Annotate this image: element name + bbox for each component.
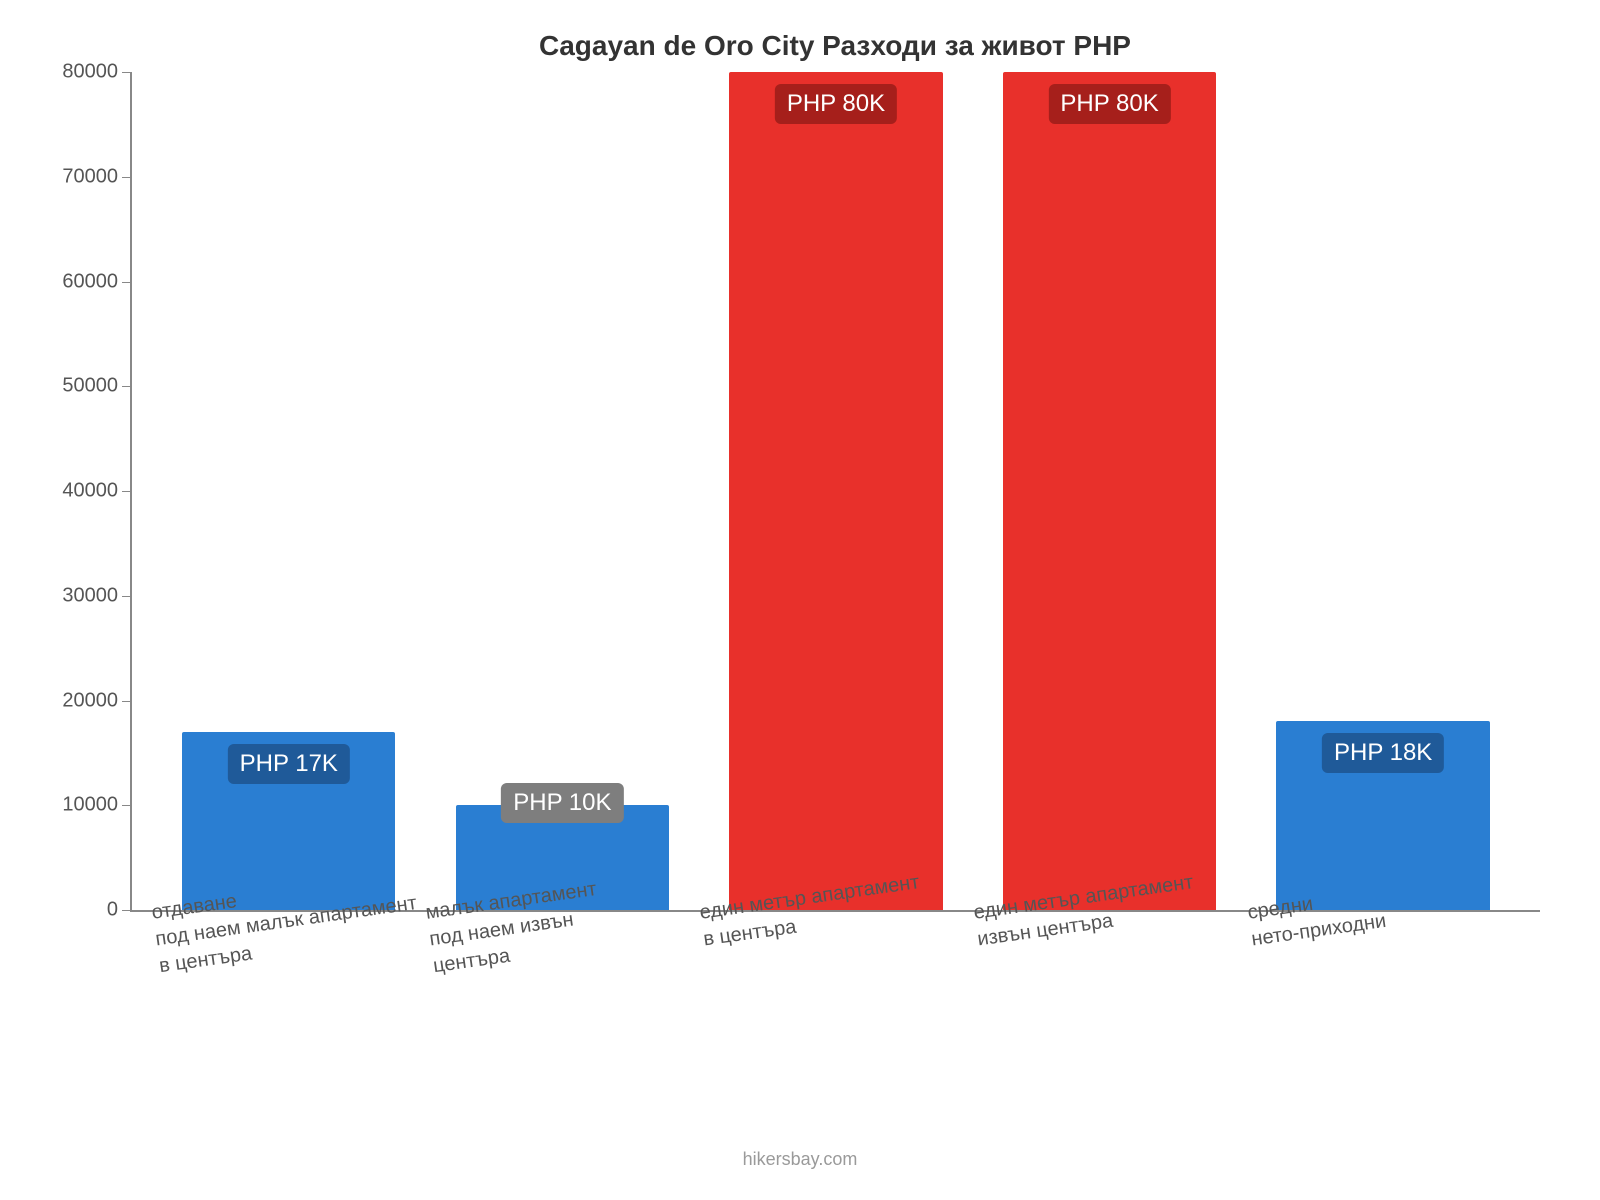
chart-title: Cagayan de Oro City Разходи за живот PHP <box>130 30 1540 62</box>
bar: PHP 18K <box>1276 721 1489 910</box>
y-tick-label: 20000 <box>62 689 132 712</box>
bar-value-label: PHP 80K <box>775 84 897 124</box>
chart-footer: hikersbay.com <box>0 1149 1600 1170</box>
y-tick-label: 70000 <box>62 165 132 188</box>
bar: PHP 80K <box>729 72 942 910</box>
y-tick-label: 50000 <box>62 375 132 398</box>
bar-slot: PHP 80K <box>973 72 1247 910</box>
bar-value-label: PHP 17K <box>228 744 350 784</box>
bar-slot: PHP 10K <box>426 72 700 910</box>
y-tick-label: 60000 <box>62 270 132 293</box>
bar: PHP 80K <box>1003 72 1216 910</box>
y-tick-label: 40000 <box>62 480 132 503</box>
bar-slot: PHP 17K <box>152 72 426 910</box>
plot-area: PHP 17KPHP 10KPHP 80KPHP 80KPHP 18K 0100… <box>130 72 1540 912</box>
y-tick-label: 30000 <box>62 584 132 607</box>
bar-slot: PHP 80K <box>699 72 973 910</box>
cost-of-living-chart: Cagayan de Oro City Разходи за живот PHP… <box>0 0 1600 1200</box>
bar-value-label: PHP 10K <box>501 783 623 823</box>
bars-container: PHP 17K PHP 10K PHP 80K PHP 80K PHP 18K <box>132 72 1540 910</box>
bar-value-label: PHP 80K <box>1048 84 1170 124</box>
y-tick-label: 0 <box>107 899 132 922</box>
bar-slot: PHP 18K <box>1246 72 1520 910</box>
bar-value-label: PHP 18K <box>1322 733 1444 773</box>
y-tick-label: 80000 <box>62 61 132 84</box>
y-tick-label: 10000 <box>62 794 132 817</box>
